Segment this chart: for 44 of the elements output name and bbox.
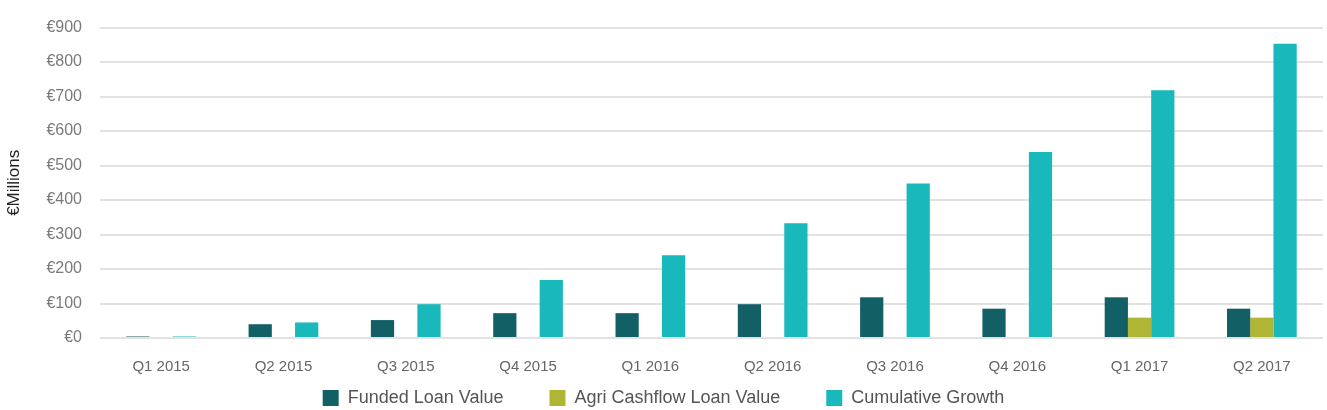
x-tick-label: Q3 2016 (866, 357, 924, 375)
bar (1104, 297, 1128, 337)
x-tick-label: Q1 2017 (1110, 357, 1169, 375)
y-tick-label: €800 (46, 52, 83, 70)
legend-label: Agri Cashflow Loan Value (574, 386, 781, 407)
bar (1273, 43, 1297, 337)
bar (784, 223, 808, 337)
bar (906, 183, 930, 337)
y-tick-label: €900 (46, 18, 83, 36)
bar (661, 255, 686, 337)
bar (615, 313, 639, 337)
y-tick-label: €300 (46, 224, 83, 242)
bar (1250, 317, 1274, 337)
bar (370, 320, 395, 337)
bar (982, 308, 1006, 337)
bar (493, 313, 517, 337)
legend-label: Funded Loan Value (347, 386, 504, 407)
bar (1127, 317, 1152, 337)
bar (539, 280, 563, 337)
bar (248, 324, 272, 337)
bar (417, 304, 441, 337)
x-tick-label: Q3 2015 (376, 357, 435, 375)
y-tick-label: €500 (46, 155, 83, 173)
bar (860, 297, 884, 337)
y-tick-label: €100 (46, 293, 83, 311)
y-tick-label: €600 (46, 121, 83, 139)
x-tick-label: Q2 2016 (743, 357, 802, 375)
y-tick-label: €200 (46, 259, 83, 277)
x-tick-label: Q1 2015 (132, 357, 190, 375)
y-tick-label: €700 (46, 86, 83, 104)
legend-label: Cumulative Growth (851, 386, 1005, 407)
bar (1151, 90, 1175, 337)
bar (1226, 308, 1251, 337)
bar (295, 322, 319, 337)
y-tick-label: €400 (46, 190, 83, 208)
y-axis-title: €Millions (3, 149, 23, 216)
x-tick-label: Q4 2015 (499, 357, 557, 375)
x-tick-label: Q1 2016 (621, 357, 680, 375)
x-tick-label: Q4 2016 (988, 357, 1047, 375)
bar (737, 304, 762, 337)
y-tick-label: €0 (64, 328, 83, 346)
x-tick-label: Q2 2015 (254, 357, 313, 375)
x-tick-label: Q2 2017 (1233, 357, 1291, 375)
bar (1028, 152, 1053, 337)
